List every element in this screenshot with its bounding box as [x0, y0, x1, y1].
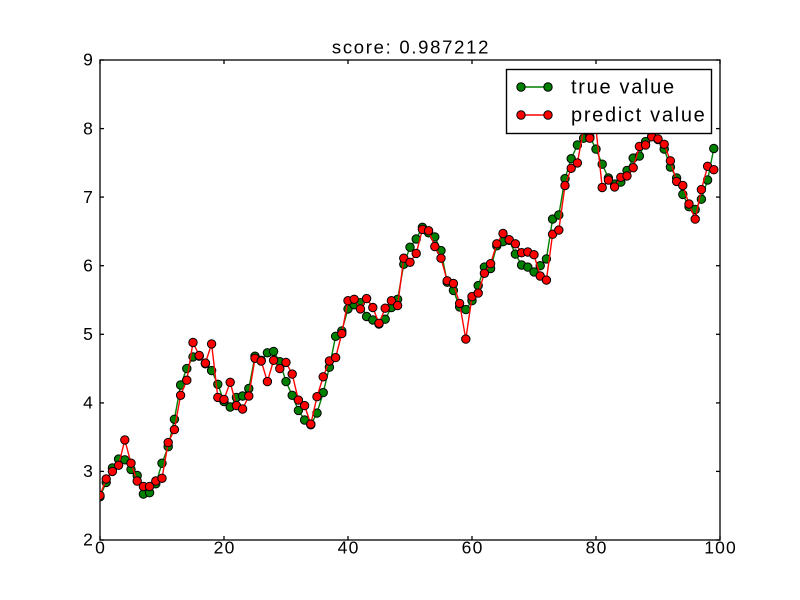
- svg-text:predict value: predict value: [571, 105, 707, 127]
- svg-text:40: 40: [338, 538, 360, 558]
- svg-text:6: 6: [83, 255, 94, 275]
- svg-text:0: 0: [95, 538, 106, 558]
- svg-text:true value: true value: [571, 77, 676, 99]
- svg-text:8: 8: [83, 118, 94, 138]
- svg-text:80: 80: [586, 538, 608, 558]
- svg-text:100: 100: [704, 538, 737, 558]
- svg-text:4: 4: [83, 393, 94, 413]
- svg-text:9: 9: [83, 50, 94, 70]
- svg-text:5: 5: [83, 324, 94, 344]
- svg-text:7: 7: [83, 187, 94, 207]
- svg-text:2: 2: [83, 530, 94, 550]
- svg-text:score: 0.987212: score: 0.987212: [332, 36, 490, 57]
- svg-text:3: 3: [83, 461, 94, 481]
- svg-text:60: 60: [462, 538, 484, 558]
- svg-text:20: 20: [214, 538, 236, 558]
